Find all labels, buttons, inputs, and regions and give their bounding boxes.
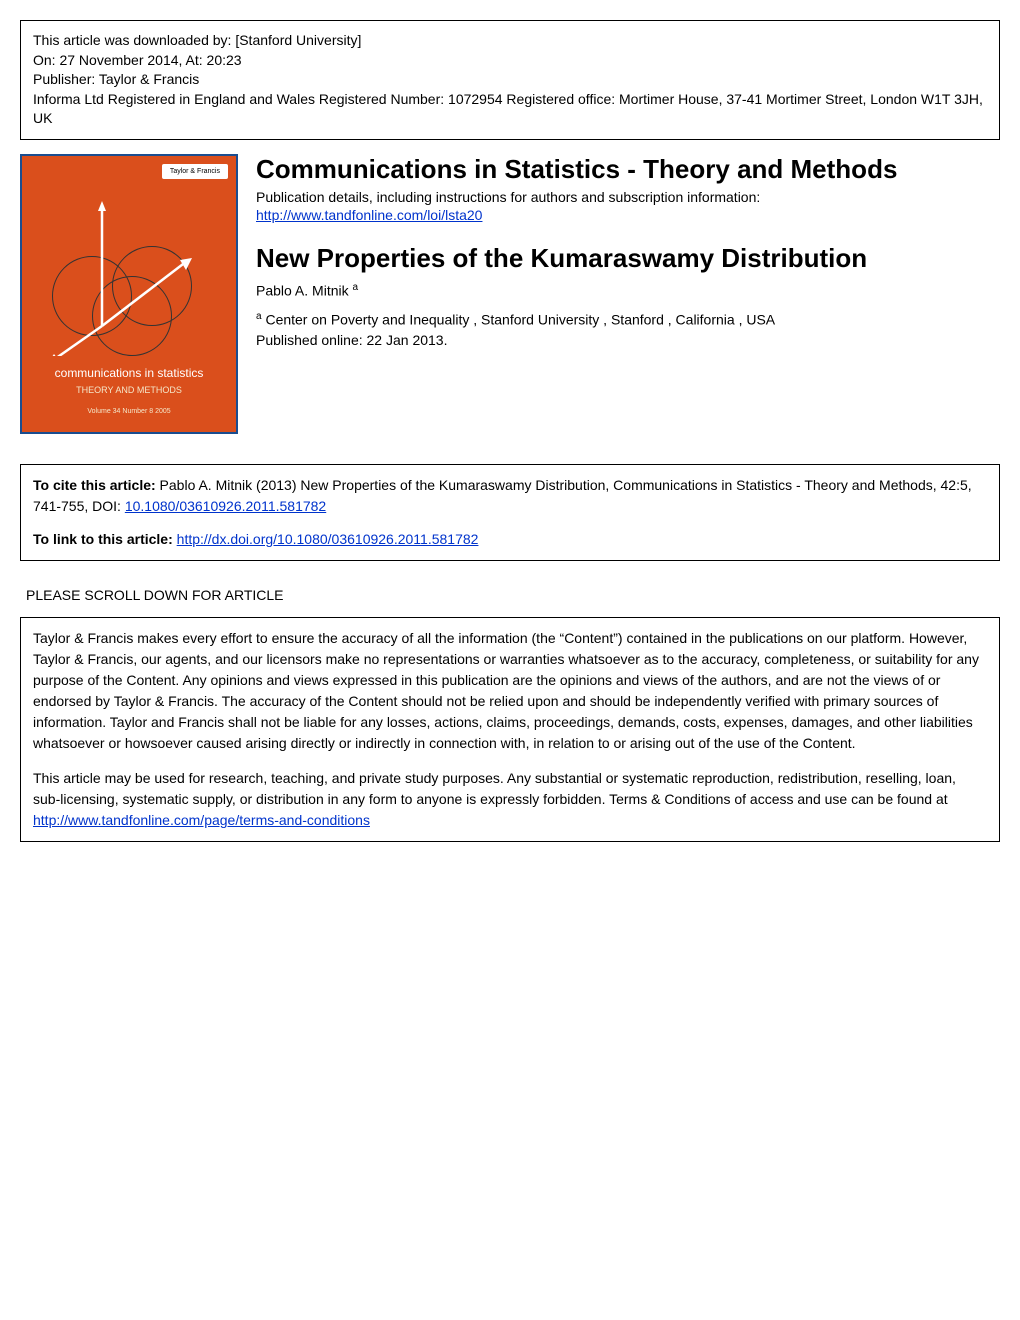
cover-diagram xyxy=(42,196,222,356)
cite-article: To cite this article: Pablo A. Mitnik (2… xyxy=(33,475,987,517)
download-by: This article was downloaded by: [Stanfor… xyxy=(33,31,987,51)
citation-box: To cite this article: Pablo A. Mitnik (2… xyxy=(20,464,1000,561)
cover-subtitle: THEORY AND METHODS xyxy=(22,384,236,398)
download-date: On: 27 November 2014, At: 20:23 xyxy=(33,51,987,71)
registered-office: Informa Ltd Registered in England and Wa… xyxy=(33,90,987,129)
affiliation: a Center on Poverty and Inequality , Sta… xyxy=(256,309,1000,331)
published-date: Published online: 22 Jan 2013. xyxy=(256,330,1000,351)
cover-volume: Volume 34 Number 8 2005 xyxy=(22,407,236,418)
doi-link[interactable]: 10.1080/03610926.2011.581782 xyxy=(125,498,326,514)
cover-text: communications in statistics THEORY AND … xyxy=(22,364,236,418)
scroll-instruction: PLEASE SCROLL DOWN FOR ARTICLE xyxy=(20,587,1000,603)
terms-link[interactable]: http://www.tandfonline.com/page/terms-an… xyxy=(33,812,370,828)
terms-para2: This article may be used for research, t… xyxy=(33,768,987,831)
author-sup: a xyxy=(353,282,359,293)
publication-details: Publication details, including instructi… xyxy=(256,189,1000,205)
link-article: To link to this article: http://dx.doi.o… xyxy=(33,529,987,550)
main-section: Taylor & Francis communications in stati… xyxy=(20,154,1000,434)
terms-box: Taylor & Francis makes every effort to e… xyxy=(20,617,1000,842)
article-info: Communications in Statistics - Theory an… xyxy=(256,154,1000,434)
journal-url[interactable]: http://www.tandfonline.com/loi/lsta20 xyxy=(256,207,482,223)
author: Pablo A. Mitnik a xyxy=(256,282,1000,299)
journal-title: Communications in Statistics - Theory an… xyxy=(256,154,1000,185)
article-title: New Properties of the Kumaraswamy Distri… xyxy=(256,243,1000,274)
terms-para1: Taylor & Francis makes every effort to e… xyxy=(33,628,987,754)
article-link[interactable]: http://dx.doi.org/10.1080/03610926.2011.… xyxy=(177,531,479,547)
cover-publisher-badge: Taylor & Francis xyxy=(162,164,228,179)
journal-cover: Taylor & Francis communications in stati… xyxy=(20,154,238,434)
cover-title: communications in statistics xyxy=(22,364,236,382)
publisher: Publisher: Taylor & Francis xyxy=(33,70,987,90)
download-info-box: This article was downloaded by: [Stanfor… xyxy=(20,20,1000,140)
